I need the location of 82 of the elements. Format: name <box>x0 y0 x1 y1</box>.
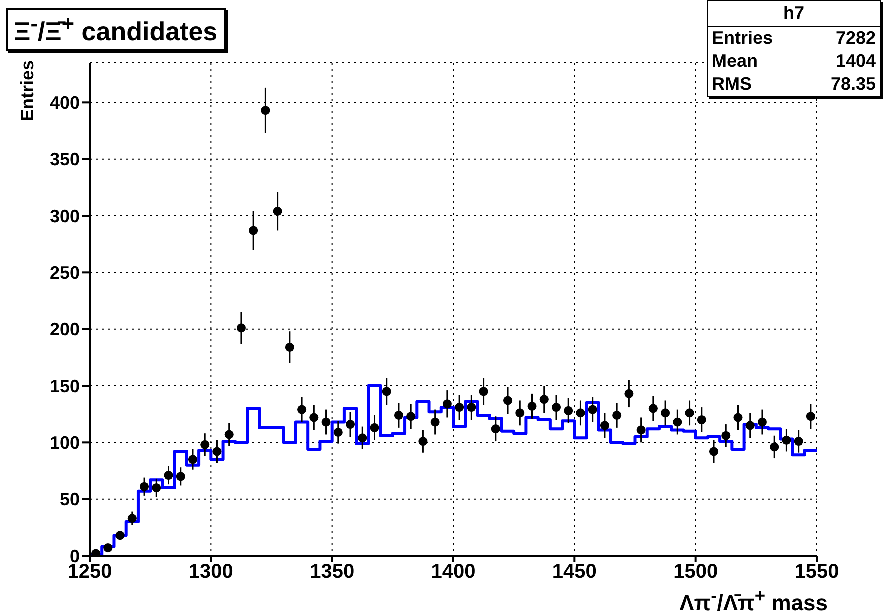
text: h7 <box>708 1 880 27</box>
point <box>128 514 137 524</box>
point <box>334 428 343 437</box>
point <box>491 424 500 434</box>
point <box>200 440 210 450</box>
point <box>734 413 743 422</box>
y-tick-label: 100 <box>50 433 80 454</box>
x-tick-label: 1550 <box>794 561 840 584</box>
point <box>782 436 792 445</box>
point <box>661 408 670 418</box>
point <box>370 423 380 432</box>
point <box>516 408 525 418</box>
annotation: RMS <box>712 74 752 95</box>
point <box>746 421 755 430</box>
point <box>467 403 476 412</box>
x-tick-label: 1350 <box>310 561 355 584</box>
x-tick-label: 1500 <box>674 561 718 584</box>
point <box>504 396 513 406</box>
point <box>164 471 174 480</box>
point <box>224 430 234 440</box>
y-tick-label: 50 <box>60 490 80 510</box>
point <box>552 403 562 412</box>
x-tick-label: 1300 <box>188 561 234 584</box>
point <box>709 447 719 456</box>
text: 1404 <box>836 51 876 72</box>
point <box>140 482 150 492</box>
y-tick-label: 200 <box>50 320 80 340</box>
point <box>442 400 452 409</box>
point <box>770 442 780 452</box>
point <box>430 418 440 427</box>
point <box>273 206 282 216</box>
point <box>176 472 186 482</box>
point <box>636 426 646 435</box>
point <box>152 483 162 493</box>
point <box>188 455 198 464</box>
point <box>479 387 488 396</box>
y-tick-label: 350 <box>50 150 80 170</box>
point <box>382 387 392 396</box>
point <box>600 421 610 430</box>
point <box>298 405 307 414</box>
text: 7282 <box>836 28 876 49</box>
y-tick-label: 400 <box>50 93 80 114</box>
point <box>806 412 816 422</box>
x-tick-label: 1400 <box>431 561 476 584</box>
point <box>612 410 622 420</box>
point <box>455 403 464 412</box>
point <box>673 418 682 427</box>
point <box>528 402 537 411</box>
point <box>794 437 804 446</box>
point <box>624 389 634 398</box>
point <box>346 420 356 430</box>
point <box>212 447 222 456</box>
point <box>722 431 731 440</box>
y-tick-label: 300 <box>50 206 80 226</box>
point <box>394 410 404 420</box>
text: 78.35 <box>830 74 876 95</box>
y-axis-title: Entries <box>18 60 38 124</box>
point <box>588 405 598 414</box>
point <box>418 437 428 446</box>
point <box>310 413 319 422</box>
annotation: Mean <box>712 51 758 72</box>
y-tick-label: 250 <box>50 263 80 284</box>
text: Entries <box>712 28 774 49</box>
point <box>358 434 368 443</box>
point <box>249 226 258 236</box>
point <box>540 395 549 404</box>
point <box>322 418 331 427</box>
point <box>758 418 767 427</box>
point <box>104 544 113 553</box>
point <box>116 531 125 540</box>
point <box>564 406 574 416</box>
point <box>576 408 586 418</box>
point <box>697 415 706 425</box>
point <box>236 324 246 333</box>
x-tick-label: 1450 <box>552 561 597 584</box>
point <box>406 412 416 422</box>
point <box>285 342 294 352</box>
x-axis-title: Λπ$^{-}$/Λ̄π$^{+}$ mass <box>680 585 828 616</box>
y-tick-label: 150 <box>50 376 80 396</box>
point <box>685 408 694 418</box>
point <box>261 106 270 116</box>
point <box>648 404 658 414</box>
